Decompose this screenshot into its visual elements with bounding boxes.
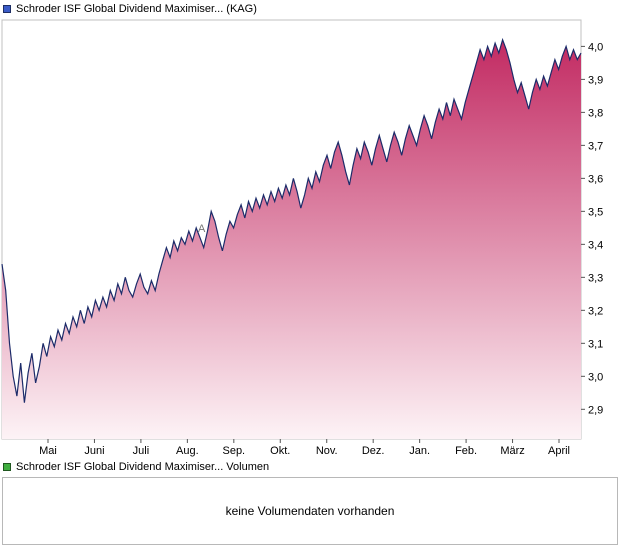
watermark: A [198, 223, 206, 235]
x-tick-label: Jan. [409, 445, 430, 457]
y-tick-label: 2,9 [588, 404, 603, 416]
volume-panel: keine Volumendaten vorhanden [2, 477, 618, 545]
y-tick-label: 3,7 [588, 140, 603, 152]
y-axis: 2,9 3,0 3,1 3,2 3,3 3,4 3,5 3,6 3,7 3,8 3,9 4,0 [581, 41, 603, 416]
volume-series-marker-icon [3, 463, 11, 471]
volume-legend: Schroder ISF Global Dividend Maximiser..… [0, 458, 620, 476]
x-tick-label: Nov. [316, 445, 338, 457]
x-tick-label: März [500, 445, 524, 457]
x-tick-label: Dez. [362, 445, 385, 457]
x-tick-label: April [548, 445, 570, 457]
price-line [1, 37, 582, 403]
x-tick-label: Mai [39, 445, 57, 457]
price-legend-label: Schroder ISF Global Dividend Maximiser..… [16, 3, 257, 15]
y-tick-label: 3,6 [588, 173, 603, 185]
x-tick-label: Juni [84, 445, 104, 457]
y-tick-label: 3,9 [588, 74, 603, 86]
x-tick-label: Okt. [270, 445, 290, 457]
x-tick-label: Aug. [176, 445, 199, 457]
x-tick-label: Sep. [222, 445, 245, 457]
y-tick-label: 3,8 [588, 107, 603, 119]
price-chart-svg[interactable]: A 2,9 3,0 3,1 3,2 3,3 3,4 3,5 3,6 3,7 3,8 3,9 4,0 Mai… [0, 18, 620, 458]
y-tick-label: 3,5 [588, 206, 603, 218]
price-legend: Schroder ISF Global Dividend Maximiser..… [0, 0, 620, 18]
price-chart[interactable]: A 2,9 3,0 3,1 3,2 3,3 3,4 3,5 3,6 3,7 3,8 3,9 4,0 Mai… [0, 18, 620, 458]
x-tick-label: Juli [133, 445, 150, 457]
price-series-marker-icon [3, 5, 11, 13]
y-tick-label: 3,1 [588, 338, 603, 350]
volume-empty-message: keine Volumendaten vorhanden [225, 504, 395, 518]
x-axis: Mai Juni Juli Aug. Sep. Okt. Nov. Dez. Jan. Feb. M… [39, 439, 570, 457]
x-tick-label: Feb. [455, 445, 477, 457]
volume-legend-label: Schroder ISF Global Dividend Maximiser..… [16, 461, 270, 473]
y-tick-label: 4,0 [588, 41, 603, 53]
y-tick-label: 3,4 [588, 239, 603, 251]
price-area [2, 39, 581, 440]
y-tick-label: 3,3 [588, 272, 603, 284]
y-tick-label: 3,2 [588, 305, 603, 317]
y-tick-label: 3,0 [588, 371, 603, 383]
